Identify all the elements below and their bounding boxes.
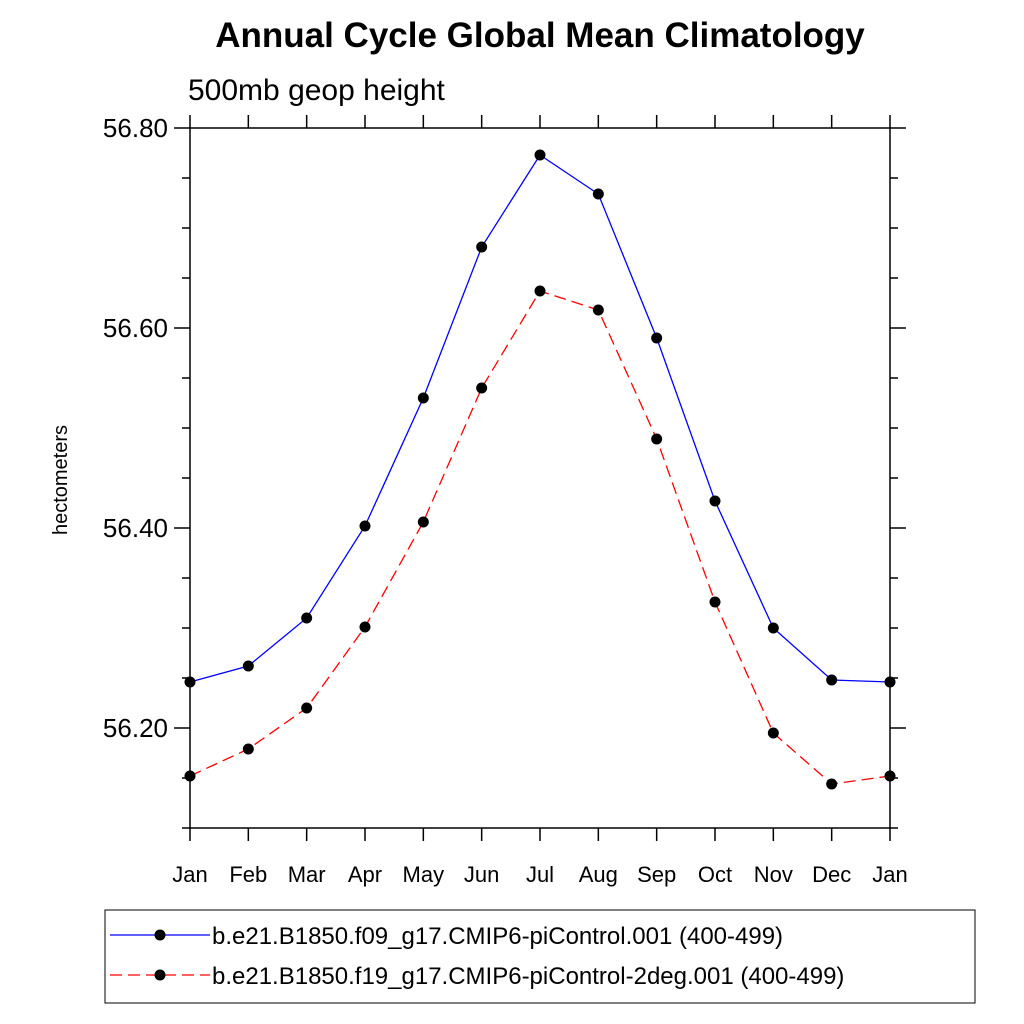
x-tick-label: Feb (229, 862, 267, 887)
x-tick-labels: Jan Feb Mar Apr May Jun Jul Aug Sep Oct Nov Dec Jan (172, 862, 907, 887)
x-tick-label: Apr (348, 862, 382, 887)
series-2-point (767, 727, 779, 739)
series-line-1 (189, 154, 891, 683)
legend-label-1: b.e21.B1850.f09_g17.CMIP6-piControl.001 … (212, 923, 783, 950)
series-2-point (592, 304, 604, 316)
chart-subtitle: 500mb geop height (188, 74, 446, 107)
series-2-point (826, 778, 838, 790)
series-1-point (184, 676, 196, 688)
x-tick-label: May (403, 862, 445, 887)
x-tick-label: Aug (579, 862, 618, 887)
series-1-point (417, 392, 429, 404)
y-tick-label: 56.20 (103, 713, 168, 743)
chart-title: Annual Cycle Global Mean Climatology (215, 16, 865, 55)
series-1-point (301, 612, 313, 624)
legend-label-2: b.e21.B1850.f19_g17.CMIP6-piControl-2deg… (212, 963, 844, 990)
series-1-point (592, 188, 604, 200)
legend-marker-2 (154, 969, 166, 981)
legend: b.e21.B1850.f09_g17.CMIP6-piControl.001 … (104, 909, 976, 1004)
series-2-point (242, 743, 254, 755)
series-2-point (476, 382, 488, 394)
x-tick-label: Jan (872, 862, 907, 887)
series-1-point (651, 332, 663, 344)
series-line-2 (189, 290, 891, 785)
series-2-point (709, 596, 721, 608)
legend-box (104, 909, 976, 1004)
x-tick-label: Mar (288, 862, 326, 887)
series-2-point (884, 770, 896, 782)
series-1-point (534, 149, 546, 161)
x-tick-label: Oct (698, 862, 732, 887)
series-2-point (651, 433, 663, 445)
y-tick-label: 56.60 (103, 313, 168, 343)
x-tick-label: Jan (172, 862, 207, 887)
x-tick-label: Sep (637, 862, 676, 887)
series-1-point (826, 674, 838, 686)
series-2-point (359, 621, 371, 633)
plot-frame (189, 127, 891, 829)
y-tick-labels: 56.20 56.40 56.60 56.80 (103, 113, 168, 743)
axis-ticks (174, 115, 906, 841)
y-tick-label: 56.40 (103, 513, 168, 543)
series-layer (184, 149, 896, 790)
series-2-point (534, 285, 546, 297)
x-tick-label: Dec (812, 862, 851, 887)
y-tick-label: 56.80 (103, 113, 168, 143)
series-2-point (301, 702, 313, 714)
x-tick-label: Jul (526, 862, 554, 887)
series-2-point (184, 770, 196, 782)
series-2-point (417, 516, 429, 528)
y-axis-label: hectometers (50, 425, 72, 535)
series-1-point (709, 495, 721, 507)
series-1-point (242, 660, 254, 672)
x-tick-label: Nov (754, 862, 793, 887)
series-1-point (476, 241, 488, 253)
series-1-point (359, 520, 371, 532)
series-1-point (767, 622, 779, 634)
x-tick-label: Jun (464, 862, 499, 887)
series-1-point (884, 676, 896, 688)
legend-marker-1 (154, 929, 166, 941)
